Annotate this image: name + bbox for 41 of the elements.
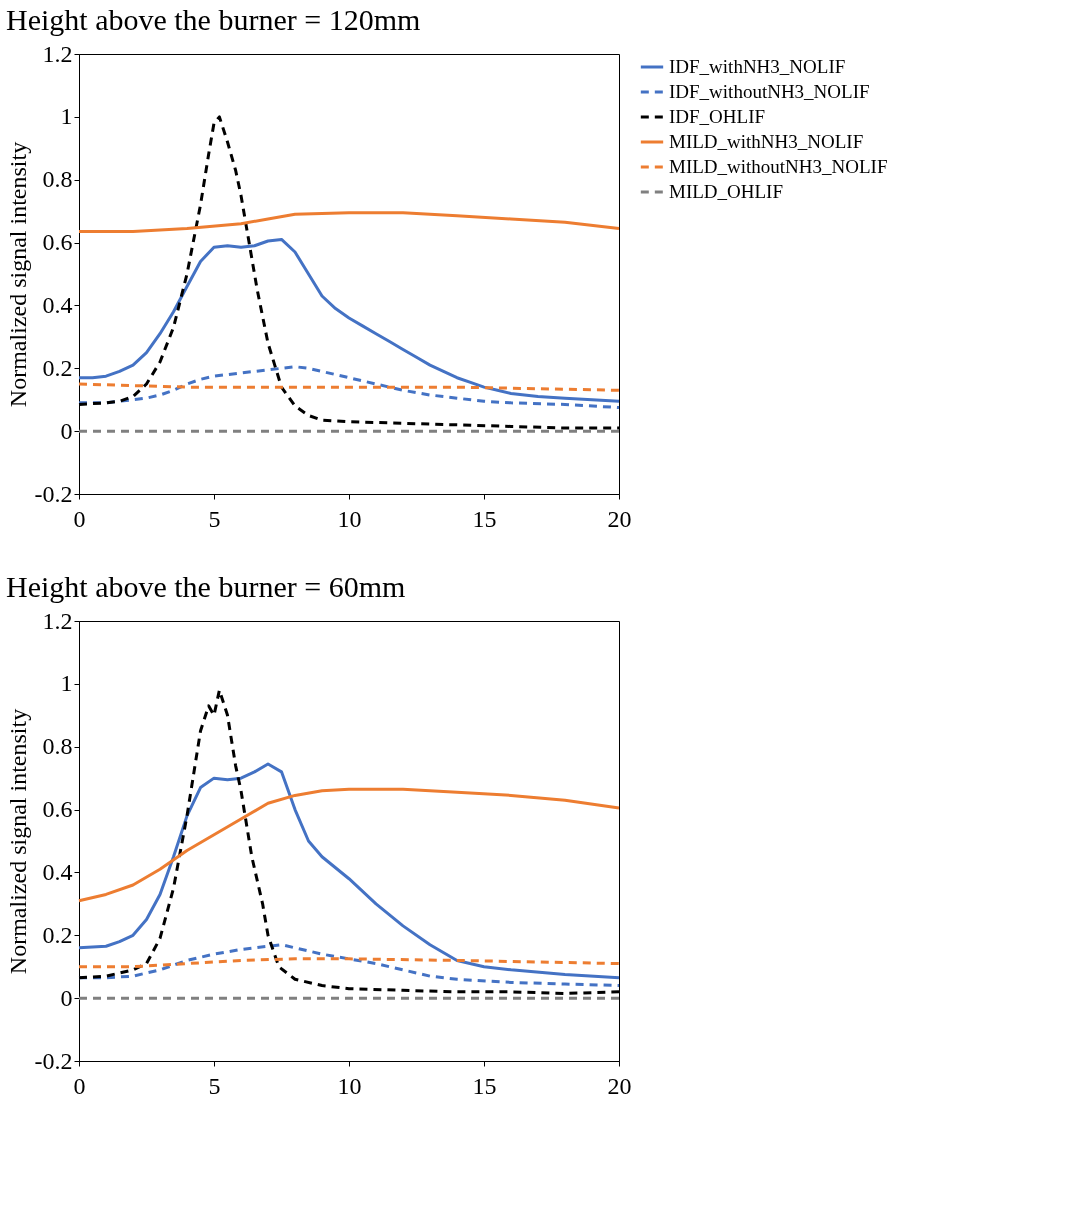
x-tick-label: 10 <box>337 505 362 532</box>
y-axis-title: Normalized signal intensity <box>4 141 31 408</box>
legend-label: MILD_withNH3_NOLIF <box>669 131 864 152</box>
line-series <box>77 211 621 234</box>
line-series <box>77 957 621 969</box>
y-tick-label: 0 <box>60 417 73 444</box>
legend-label: IDF_OHLIF <box>669 106 766 127</box>
y-tick-label: -0.2 <box>34 480 73 507</box>
line-series <box>77 382 621 392</box>
x-tick-label: 20 <box>607 505 632 532</box>
y-tick-label: 0.2 <box>42 354 73 381</box>
line-series <box>77 762 621 980</box>
chart-title: Height above the burner = 60mm <box>6 570 406 603</box>
legend-label: IDF_withNH3_NOLIF <box>669 56 846 77</box>
x-tick-label: 5 <box>208 1072 221 1099</box>
y-tick-label: 1.2 <box>42 40 73 67</box>
y-tick-label: 1.2 <box>42 607 73 634</box>
y-tick-label: 1 <box>60 103 73 130</box>
legend-label: MILD_withoutNH3_NOLIF <box>669 156 888 177</box>
y-tick-label: 0 <box>60 984 73 1011</box>
x-tick-label: 5 <box>208 505 221 532</box>
y-tick-label: -0.2 <box>34 1047 73 1074</box>
y-tick-label: 0.8 <box>42 733 73 760</box>
y-axis-title: Normalized signal intensity <box>4 708 31 975</box>
x-tick-label: 20 <box>607 1072 632 1099</box>
line-series <box>77 237 621 403</box>
x-tick-label: 15 <box>472 1072 497 1099</box>
x-tick-label: 15 <box>472 505 497 532</box>
chart-title: Height above the burner = 120mm <box>6 3 421 36</box>
y-tick-label: 0.6 <box>42 796 73 823</box>
x-tick-label: 10 <box>337 1072 362 1099</box>
y-tick-label: 0.8 <box>42 166 73 193</box>
y-tick-label: 0.4 <box>42 858 73 885</box>
legend-label: IDF_withoutNH3_NOLIF <box>669 81 870 102</box>
line-series <box>77 365 621 410</box>
line-series <box>77 787 621 903</box>
legend-label: MILD_OHLIF <box>669 181 783 202</box>
y-tick-label: 0.4 <box>42 291 73 318</box>
y-tick-label: 0.2 <box>42 921 73 948</box>
y-tick-label: 1 <box>60 670 73 697</box>
y-tick-label: 0.6 <box>42 229 73 256</box>
